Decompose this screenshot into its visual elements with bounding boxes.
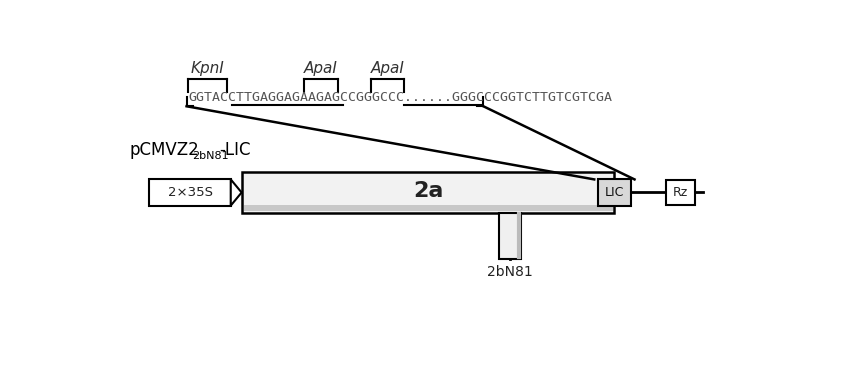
Text: 2×35S: 2×35S [167,186,212,199]
Polygon shape [230,179,241,206]
Bar [149,179,230,206]
Bar [664,180,694,205]
Text: 2a: 2a [413,181,443,201]
Text: 2bN81: 2bN81 [192,151,229,161]
Bar [242,172,613,213]
Text: pCMVZ2: pCMVZ2 [130,141,200,159]
Text: KpnI: KpnI [190,61,224,76]
Bar [243,205,612,211]
Text: ApaI: ApaI [370,61,404,76]
Bar [498,213,520,259]
Text: ApaI: ApaI [304,61,338,76]
Text: LIC: LIC [604,186,624,199]
Text: 2bN81: 2bN81 [486,265,532,279]
Text: GGTACCTTGAGGAGAAGAGCCGGGCCC......GGGCCCGGTCTTGTCGTCGA: GGTACCTTGAGGAGAAGAGCCGGGCCC......GGGCCCG… [188,91,612,104]
Bar [597,179,630,206]
Text: Rz: Rz [672,186,687,199]
Text: -LIC: -LIC [219,141,250,159]
